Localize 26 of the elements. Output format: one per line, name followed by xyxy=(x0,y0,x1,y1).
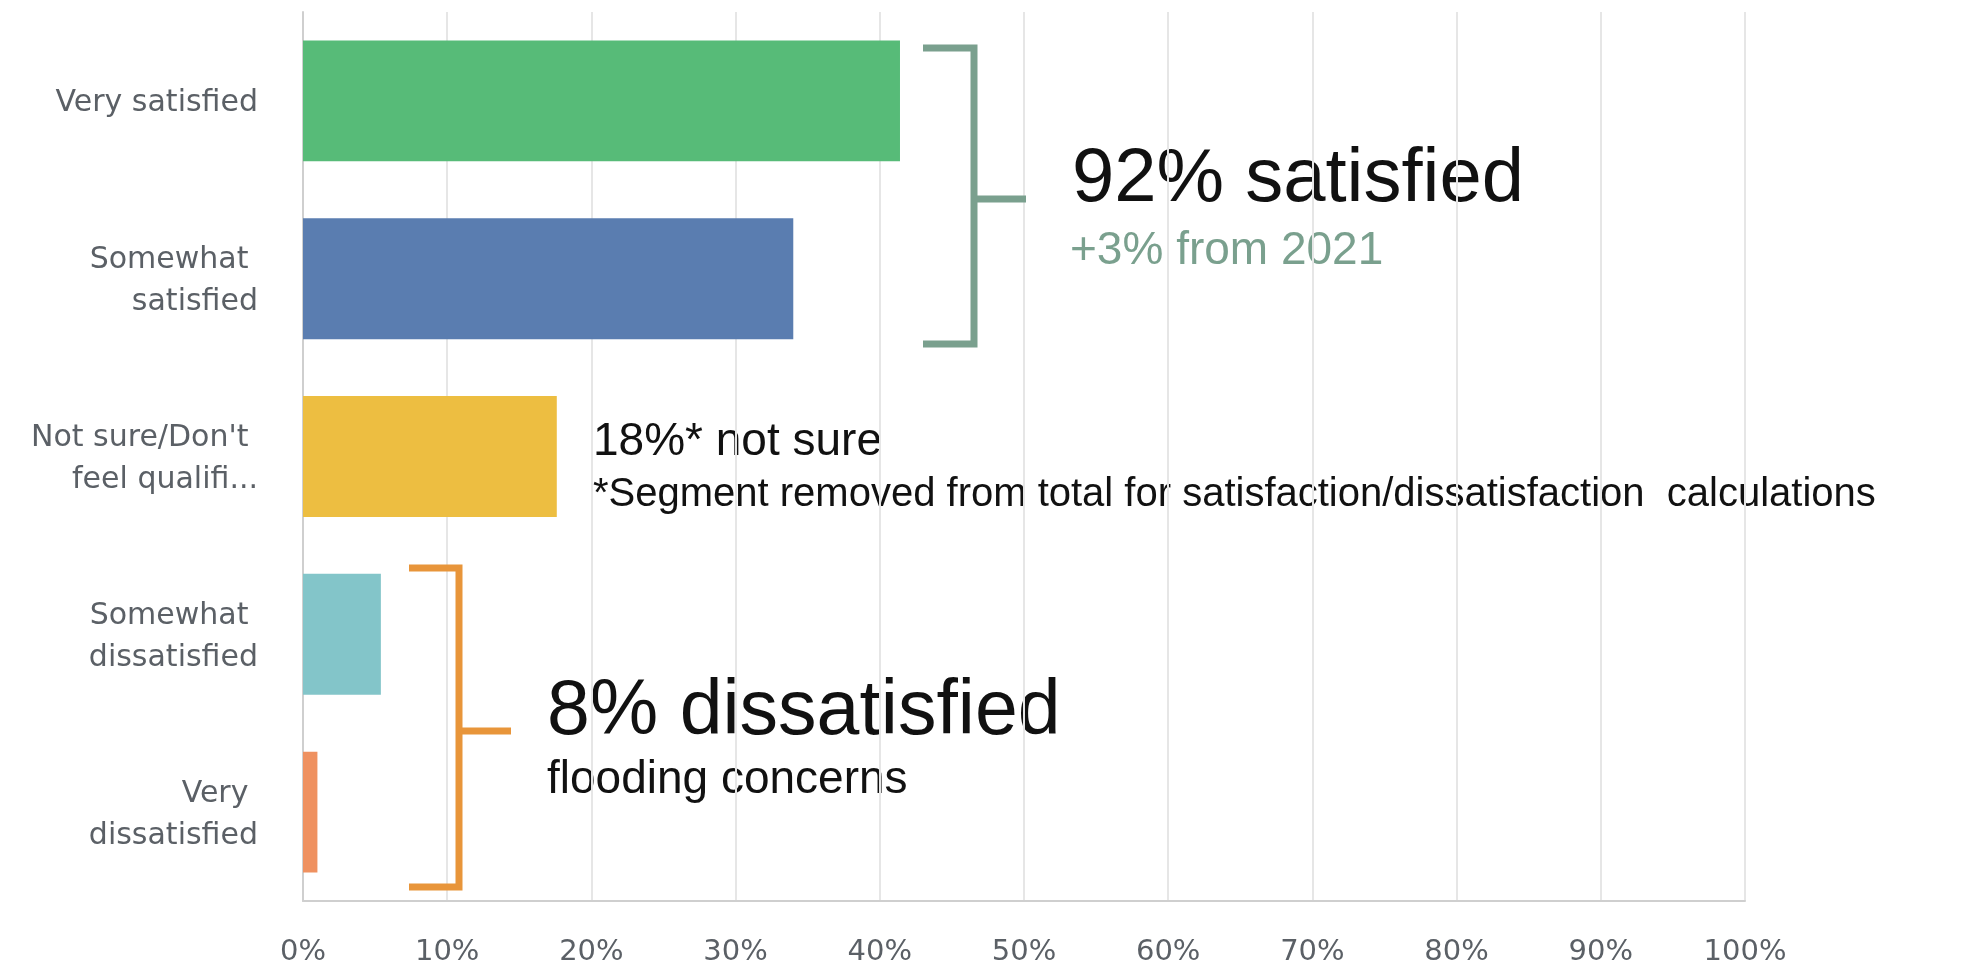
x-tick-label: 90% xyxy=(1568,932,1634,966)
x-tick-label: 10% xyxy=(414,932,480,966)
bar xyxy=(303,40,900,162)
x-tick-label: 70% xyxy=(1280,932,1345,966)
y-tick-label: Somewhat satisfied xyxy=(89,240,258,318)
bar xyxy=(303,751,318,873)
bar xyxy=(303,396,557,517)
bar xyxy=(303,573,381,695)
x-tick-label: 40% xyxy=(847,932,913,966)
x-tick-label: 0% xyxy=(279,932,327,966)
x-tick-label: 30% xyxy=(703,932,768,966)
x-tick-label: 80% xyxy=(1424,932,1489,966)
bar xyxy=(303,218,794,340)
y-tick-label: Somewhat dissatisfied xyxy=(88,595,258,673)
annotation: 8% dissatisfied xyxy=(547,663,1061,750)
y-tick-label: Not sure/Don't feel qualifi... xyxy=(31,418,258,495)
x-tick-label: 50% xyxy=(991,932,1057,966)
y-tick-label: Very dissatisfied xyxy=(88,773,258,851)
x-tick-label: 100% xyxy=(1703,932,1787,966)
annotation: 92% satisfied xyxy=(1072,131,1525,217)
y-tick-label: Very satisfied xyxy=(55,83,258,119)
annotation: flooding concerns xyxy=(547,750,908,803)
annotation: +3% from 2021 xyxy=(1070,221,1384,274)
x-tick-label: 60% xyxy=(1135,932,1201,966)
annotation: *Segment removed from total for satisfaction/dissatisfaction calculations xyxy=(593,470,1876,515)
x-tick-label: 20% xyxy=(559,932,624,966)
